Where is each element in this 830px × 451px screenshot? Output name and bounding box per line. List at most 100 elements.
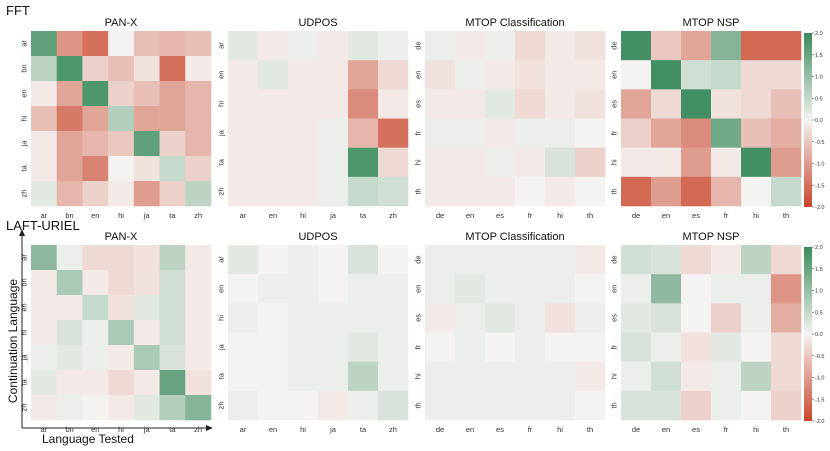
heatmap-cell — [771, 118, 802, 148]
heatmap-cell — [741, 147, 772, 178]
heatmap-cell — [621, 31, 652, 61]
heatmap-cell — [425, 147, 456, 178]
heatmap-cell — [185, 156, 212, 182]
heatmap-cell — [318, 245, 349, 275]
heatmap-cell — [108, 345, 135, 371]
heatmap-cell — [621, 147, 652, 178]
heatmap-cell — [681, 303, 712, 333]
row-tick-label: ta — [20, 165, 29, 172]
heatmap-cell — [318, 118, 349, 148]
heatmap-cell — [258, 390, 289, 421]
heatmap-cell — [621, 118, 652, 148]
row-tick-label: en — [217, 71, 226, 79]
heatmap-cell — [31, 106, 58, 132]
col-tick-label: hi — [118, 211, 124, 220]
col-tick-label: ta — [360, 211, 367, 220]
row-tick-label: de — [610, 41, 619, 49]
heatmap-cell — [108, 106, 135, 132]
heatmap-cell — [425, 361, 456, 392]
colorbar-tick-label: -1.5 — [815, 183, 824, 189]
heatmap-cell — [108, 56, 135, 82]
col-tick-label: ar — [41, 211, 48, 220]
heatmap-cell — [228, 361, 259, 392]
heatmap-cell — [133, 181, 160, 207]
heatmap-cell — [651, 361, 682, 392]
heatmap-cell — [651, 245, 682, 275]
heatmap-cell — [651, 390, 682, 421]
heatmap-cell — [258, 245, 289, 275]
colorbar-laft-uriel: 2.0 1.5 1.0 0.5 0.0 -0.5 -1.0 -1.5 -2.0 — [804, 245, 824, 425]
heatmap-cell — [185, 81, 212, 107]
heatmap-cell — [378, 147, 409, 178]
heatmap-cell — [288, 147, 319, 178]
heatmap-cell — [378, 60, 409, 90]
col-tick-label: ja — [143, 425, 151, 434]
heatmap-cell — [485, 332, 516, 362]
col-tick-label: zh — [389, 425, 397, 434]
heatmap-cell — [288, 60, 319, 90]
heatmap-cell — [56, 156, 83, 182]
heatmap-cell — [741, 118, 772, 148]
heatmap-cell — [318, 60, 349, 90]
heatmap-cell — [515, 390, 546, 421]
heatmap-cell — [681, 245, 712, 275]
heatmap-cell — [621, 60, 652, 90]
heatmap-cell — [185, 245, 212, 271]
heatmap-cell — [31, 370, 58, 396]
row-tick-label: zh — [20, 404, 29, 412]
row-tick-label: ar — [20, 254, 29, 261]
heatmap-cell — [575, 332, 606, 362]
heatmap-cell — [228, 89, 259, 119]
heatmap-cell — [185, 181, 212, 207]
row-tick-label: en — [414, 71, 423, 79]
heatmap-cell — [288, 245, 319, 275]
heatmap-cell — [348, 176, 379, 207]
heatmap-cell — [741, 245, 772, 275]
heatmap-cell — [575, 31, 606, 61]
col-tick-label: en — [269, 425, 277, 434]
col-tick-label: ar — [41, 425, 48, 434]
heatmap-cell — [711, 245, 742, 275]
row-tick-label: th — [610, 188, 619, 194]
heatmap-cell — [545, 147, 576, 178]
heatmap-cell — [348, 303, 379, 333]
heatmap-cell — [108, 31, 135, 57]
heatmap-cell — [258, 89, 289, 119]
heatmap-cell — [741, 274, 772, 304]
heatmap-cell — [31, 31, 58, 57]
heatmap-cell — [159, 31, 186, 57]
col-tick-label: fr — [724, 425, 729, 434]
heatmap-cell — [185, 295, 212, 321]
col-tick-label: de — [436, 211, 444, 220]
heatmap-cell — [681, 274, 712, 304]
heatmap-cell — [228, 245, 259, 275]
colorbar-tick-label: 1.0 — [815, 75, 823, 81]
heatmap-cell — [651, 147, 682, 178]
heatmap-cell — [159, 295, 186, 321]
row-tick-label: ar — [20, 40, 29, 47]
heatmap-cell — [108, 131, 135, 157]
heatmap-cell — [348, 332, 379, 362]
col-tick-label: en — [269, 211, 277, 220]
row-tick-label: fr — [610, 344, 619, 349]
heatmap-cell — [56, 181, 83, 207]
heatmap-cell — [455, 361, 486, 392]
heatmap-cell — [651, 176, 682, 207]
heatmap-cell — [515, 274, 546, 304]
heatmap-cell — [378, 332, 409, 362]
heatmap-cell — [515, 176, 546, 207]
heatmap-cell — [425, 31, 456, 61]
col-tick-label: bn — [65, 211, 73, 220]
heatmap-cell — [711, 176, 742, 207]
row-tick-label: th — [414, 402, 423, 408]
heatmap-cell — [771, 332, 802, 362]
col-tick-label: zh — [194, 211, 202, 220]
row-tick-label: ar — [217, 42, 226, 49]
heatmap-cell — [288, 274, 319, 304]
heatmap-cell — [288, 390, 319, 421]
heatmap-cell — [56, 106, 83, 132]
heatmap-cell — [133, 320, 160, 346]
heatmap-cell — [56, 131, 83, 157]
heatmap-cell — [56, 320, 83, 346]
heatmap-cell — [108, 320, 135, 346]
